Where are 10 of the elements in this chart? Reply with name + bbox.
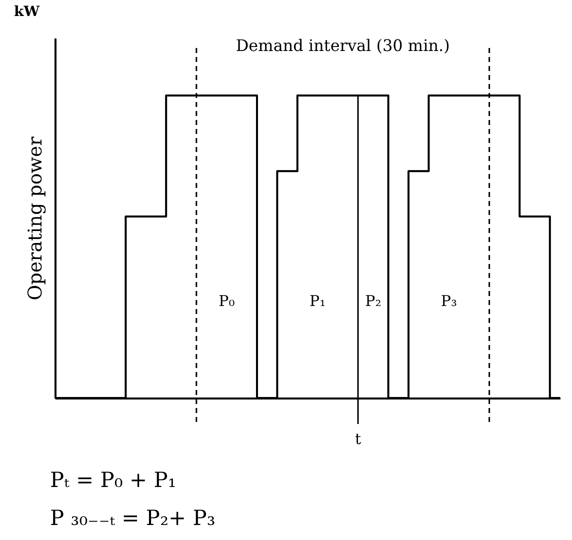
annotation: P₁ xyxy=(310,292,326,310)
annotation: P₃ xyxy=(440,292,457,310)
text: kW xyxy=(14,4,40,20)
text: Demand interval (30 min.) xyxy=(236,36,450,55)
annotation: P₀ xyxy=(218,292,235,310)
y-axis-title: Operating power xyxy=(24,136,46,300)
text: P ₃₀₋₋ₜ = P₂+ P₃ xyxy=(50,506,216,530)
text: t xyxy=(354,430,362,448)
text: Pₜ = P₀ + P₁ xyxy=(50,468,176,492)
annotation: P₂ xyxy=(365,292,382,310)
